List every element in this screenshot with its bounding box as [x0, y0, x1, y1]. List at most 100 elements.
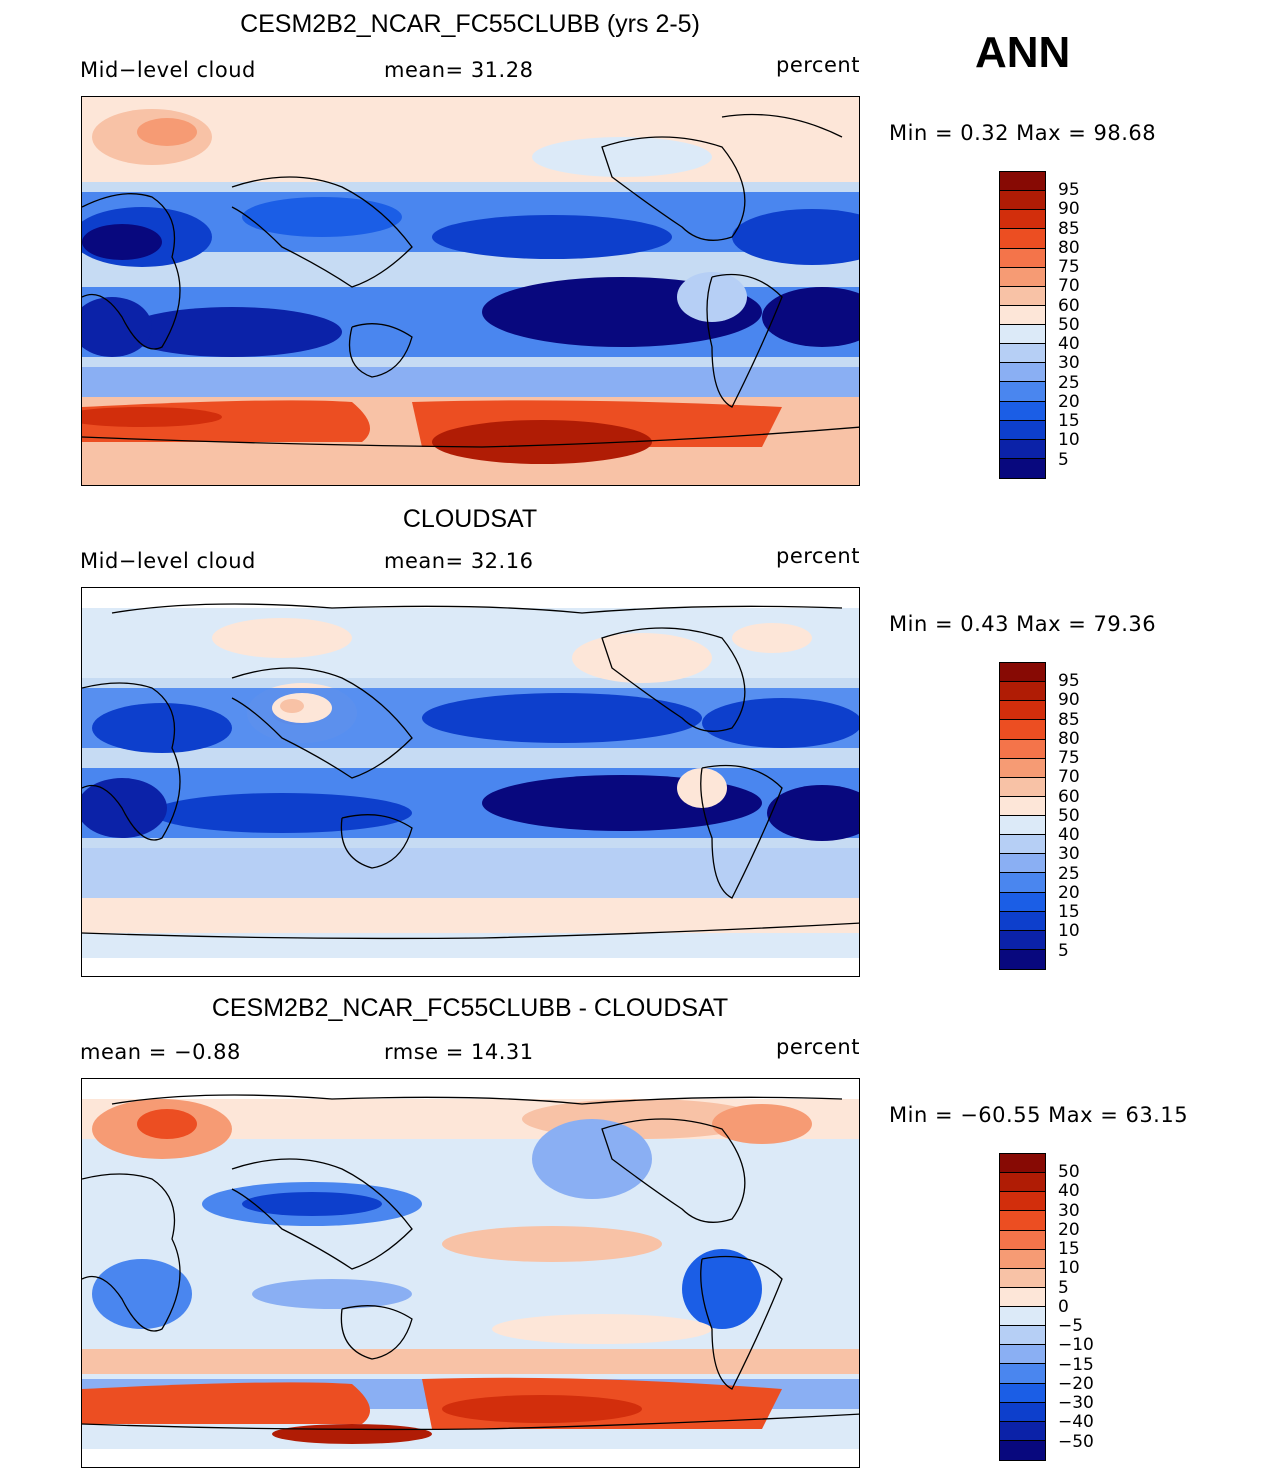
colorbar-tick-label: 80 — [1058, 237, 1080, 258]
colorbar-tick-label: 60 — [1058, 295, 1080, 316]
colorbar-tick-label: 25 — [1058, 863, 1080, 884]
colorbar-segment — [1000, 892, 1045, 912]
colorbar-tick-label: −50 — [1058, 1431, 1094, 1452]
colorbar-segment — [1000, 1440, 1045, 1460]
colorbar-tick-label: 10 — [1058, 430, 1080, 451]
colorbar-tick-label: 95 — [1058, 180, 1080, 200]
colorbar-segment — [1000, 1268, 1045, 1288]
colorbar-segment — [1000, 854, 1045, 874]
colorbar-tick-label: 15 — [1058, 411, 1080, 431]
colorbar-segment — [1000, 286, 1045, 306]
colorbar-segment — [1000, 248, 1045, 268]
colorbar-tick-label: 25 — [1058, 372, 1080, 393]
panel-3-colorbar — [999, 1153, 1046, 1461]
panel-1-mean-label: mean= 31.28 — [384, 58, 534, 82]
colorbar-tick-label: 40 — [1058, 825, 1080, 845]
panel-1-minmax: Min = 0.32 Max = 98.68 — [889, 121, 1157, 145]
colorbar-tick-label: 85 — [1058, 709, 1080, 730]
colorbar-tick-label: −20 — [1058, 1373, 1094, 1394]
colorbar-segment — [1000, 796, 1045, 816]
colorbar-segment — [1000, 305, 1045, 325]
colorbar-segment — [1000, 739, 1045, 759]
panel-3-map — [81, 1078, 860, 1468]
colorbar-segment — [1000, 1192, 1045, 1212]
colorbar-segment — [1000, 701, 1045, 721]
colorbar-segment — [1000, 1364, 1045, 1384]
colorbar-segment — [1000, 191, 1045, 211]
colorbar-tick-label: 40 — [1058, 334, 1080, 354]
panel-1-map — [81, 96, 860, 486]
colorbar-tick-label: 50 — [1058, 1162, 1080, 1182]
colorbar-segment — [1000, 229, 1045, 249]
colorbar-tick-label: 30 — [1058, 353, 1080, 374]
panel-2-colorbar — [999, 662, 1046, 970]
colorbar-tick-label: 10 — [1058, 921, 1080, 942]
season-label: ANN — [975, 28, 1071, 77]
colorbar-segment — [1000, 401, 1045, 421]
colorbar-segment — [1000, 1345, 1045, 1365]
colorbar-tick-label: 70 — [1058, 276, 1080, 297]
colorbar-tick-label: −10 — [1058, 1335, 1094, 1356]
colorbar-segment — [1000, 911, 1045, 931]
colorbar-segment — [1000, 873, 1045, 893]
colorbar-segment — [1000, 1402, 1045, 1422]
colorbar-segment — [1000, 439, 1045, 459]
colorbar-segment — [1000, 1287, 1045, 1307]
colorbar-tick-label: 90 — [1058, 690, 1080, 711]
colorbar-tick-label: 70 — [1058, 767, 1080, 788]
colorbar-tick-label: 20 — [1058, 391, 1080, 412]
colorbar-segment — [1000, 1326, 1045, 1346]
colorbar-tick-label: 50 — [1058, 805, 1080, 826]
colorbar-tick-label: 90 — [1058, 199, 1080, 220]
colorbar-segment — [1000, 1211, 1045, 1231]
colorbar-tick-label: 15 — [1058, 1239, 1080, 1259]
colorbar-tick-label: 60 — [1058, 786, 1080, 807]
panel-2-title: CLOUDSAT — [402, 505, 538, 533]
panel-2-variable-label: Mid−level cloud — [80, 549, 256, 573]
colorbar-tick-label: 20 — [1058, 1219, 1080, 1240]
colorbar-tick-label: 10 — [1058, 1258, 1080, 1279]
panel-3-rmse-label: rmse = 14.31 — [384, 1040, 534, 1064]
panel-1-title: CESM2B2_NCAR_FC55CLUBB (yrs 2-5) — [240, 10, 700, 38]
colorbar-segment — [1000, 777, 1045, 797]
colorbar-tick-label: 0 — [1058, 1296, 1069, 1317]
colorbar-segment — [1000, 210, 1045, 230]
colorbar-segment — [1000, 1230, 1045, 1250]
colorbar-tick-label: 85 — [1058, 218, 1080, 239]
colorbar-tick-label: 5 — [1058, 1277, 1069, 1298]
colorbar-tick-label: 15 — [1058, 902, 1080, 922]
panel-2-mean-label: mean= 32.16 — [384, 549, 534, 573]
colorbar-tick-label: 80 — [1058, 728, 1080, 749]
colorbar-segment — [1000, 682, 1045, 702]
colorbar-segment — [1000, 1173, 1045, 1193]
colorbar-segment — [1000, 663, 1045, 683]
colorbar-tick-label: 75 — [1058, 257, 1080, 277]
colorbar-segment — [1000, 816, 1045, 836]
colorbar-tick-label: 40 — [1058, 1181, 1080, 1202]
colorbar-segment — [1000, 1383, 1045, 1403]
colorbar-segment — [1000, 344, 1045, 364]
colorbar-tick-label: −15 — [1058, 1354, 1094, 1375]
colorbar-segment — [1000, 363, 1045, 383]
colorbar-segment — [1000, 172, 1045, 192]
colorbar-tick-label: 50 — [1058, 314, 1080, 335]
colorbar-segment — [1000, 930, 1045, 950]
colorbar-segment — [1000, 949, 1045, 969]
colorbar-segment — [1000, 267, 1045, 287]
panel-1-units-label: percent — [776, 53, 860, 77]
colorbar-segment — [1000, 458, 1045, 478]
panel-1-colorbar — [999, 171, 1046, 479]
colorbar-segment — [1000, 382, 1045, 402]
colorbar-segment — [1000, 420, 1045, 440]
panel-3-units-label: percent — [776, 1035, 860, 1059]
panel-3-title: CESM2B2_NCAR_FC55CLUBB - CLOUDSAT — [211, 994, 729, 1022]
panel-2-map — [81, 587, 860, 977]
colorbar-segment — [1000, 758, 1045, 778]
colorbar-segment — [1000, 720, 1045, 740]
colorbar-tick-label: 30 — [1058, 844, 1080, 865]
panel-2-units-label: percent — [776, 544, 860, 568]
panel-3-minmax: Min = −60.55 Max = 63.15 — [889, 1103, 1189, 1127]
colorbar-segment — [1000, 1154, 1045, 1174]
colorbar-segment — [1000, 325, 1045, 345]
panel-1-variable-label: Mid−level cloud — [80, 58, 256, 82]
